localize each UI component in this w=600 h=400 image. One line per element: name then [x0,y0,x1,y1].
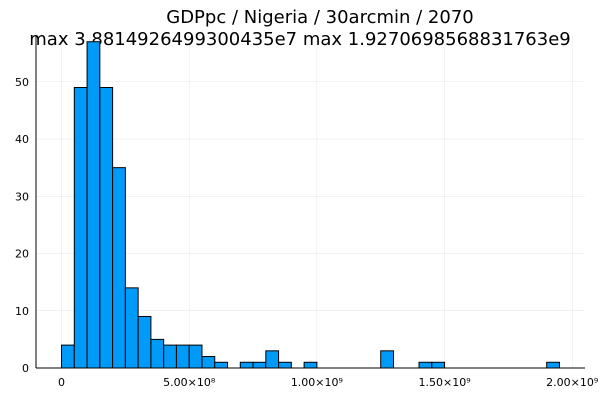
histogram-bar [112,167,126,369]
histogram-bar [303,361,318,369]
histogram-bar [61,344,75,369]
histogram-bar [214,361,229,369]
histogram-bar [188,344,203,369]
histogram-bar [546,361,560,369]
histogram-bar [418,361,433,369]
y-tick-label: 10 [15,305,29,318]
histogram-bar [124,287,139,369]
y-tick-label: 40 [15,133,29,146]
histogram-bar [73,87,88,369]
histogram-bar [150,338,165,369]
y-tick-label: 0 [22,362,29,375]
histogram-bar [239,361,254,369]
y-tick-label: 20 [15,248,29,261]
histogram-bar [431,361,446,369]
y-tick-label: 30 [15,190,29,203]
x-tick-label: 1.50×10⁹ [418,376,470,389]
y-tick-labels: 0 10 20 30 40 50 [15,76,29,375]
histogram-bar [252,361,267,369]
x-tick-label: 1.00×10⁹ [291,376,343,389]
y-tick-label: 50 [15,76,29,89]
histogram-bar [175,344,190,369]
chart-title: GDPpc / Nigeria / 30arcmin / 2070 [166,7,474,28]
axes [35,36,585,369]
histogram-bar [137,315,152,369]
x-tick-label: 5.00×10⁸ [163,376,216,389]
histogram-bar [380,350,394,369]
bars [61,41,560,369]
histogram-bar [278,361,292,369]
x-tick-label: 0 [58,376,65,389]
histogram-bar [265,350,280,369]
histogram-bar [99,87,114,369]
x-tick-label: 2.00×10⁹ [546,376,598,389]
histogram-bar [163,344,177,369]
histogram-bar [86,41,101,369]
x-tick-labels: 0 5.00×10⁸ 1.00×10⁹ 1.50×10⁹ 2.00×10⁹ [58,376,598,389]
chart-subtitle: max 3.8814926499300435e7 max 1.927069856… [29,29,570,50]
histogram-bar [201,356,216,369]
